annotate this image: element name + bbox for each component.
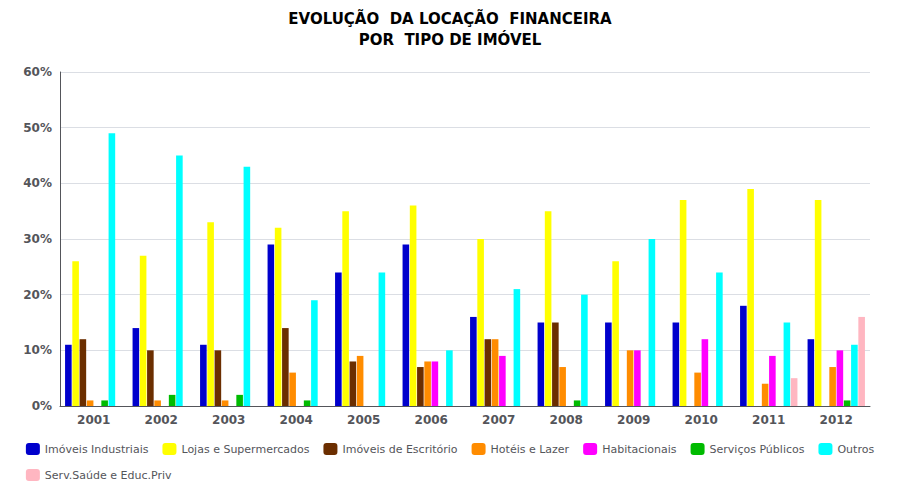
svg-text:50%: 50% [23,121,52,135]
svg-text:30%: 30% [23,232,52,246]
svg-text:Hotéis e Lazer: Hotéis e Lazer [491,443,570,456]
svg-text:40%: 40% [23,176,52,190]
svg-text:0%: 0% [32,399,52,413]
svg-text:Lojas e Supermercados: Lojas e Supermercados [181,443,309,456]
svg-text:20%: 20% [23,288,52,302]
svg-text:2002: 2002 [145,413,178,427]
svg-text:POR TIPO DE IMÓVEL: POR TIPO DE IMÓVEL [359,30,542,49]
svg-text:Serv.Saúde e Educ.Priv: Serv.Saúde e Educ.Priv [45,469,172,482]
svg-text:Imóveis de Escritório: Imóveis de Escritório [342,443,457,456]
svg-text:Imóveis Industriais: Imóveis Industriais [45,443,149,456]
svg-text:EVOLUÇÃO DA LOCAÇÃO FINANCEI: EVOLUÇÃO DA LOCAÇÃO FINANCEIRA [288,9,612,28]
svg-text:2001: 2001 [77,413,110,427]
svg-text:2008: 2008 [550,413,583,427]
svg-text:2012: 2012 [820,413,853,427]
svg-text:10%: 10% [23,343,52,357]
svg-text:Serviços Públicos: Serviços Públicos [710,443,805,456]
svg-text:Habitacionais: Habitacionais [602,443,677,456]
svg-text:2009: 2009 [617,413,650,427]
svg-text:2005: 2005 [347,413,380,427]
svg-text:2006: 2006 [415,413,448,427]
svg-text:2007: 2007 [482,413,515,427]
svg-text:2003: 2003 [212,413,245,427]
svg-text:2010: 2010 [685,413,718,427]
svg-text:Outros: Outros [837,443,874,456]
svg-text:2011: 2011 [752,413,785,427]
svg-text:60%: 60% [23,65,52,79]
svg-text:2004: 2004 [280,413,313,427]
